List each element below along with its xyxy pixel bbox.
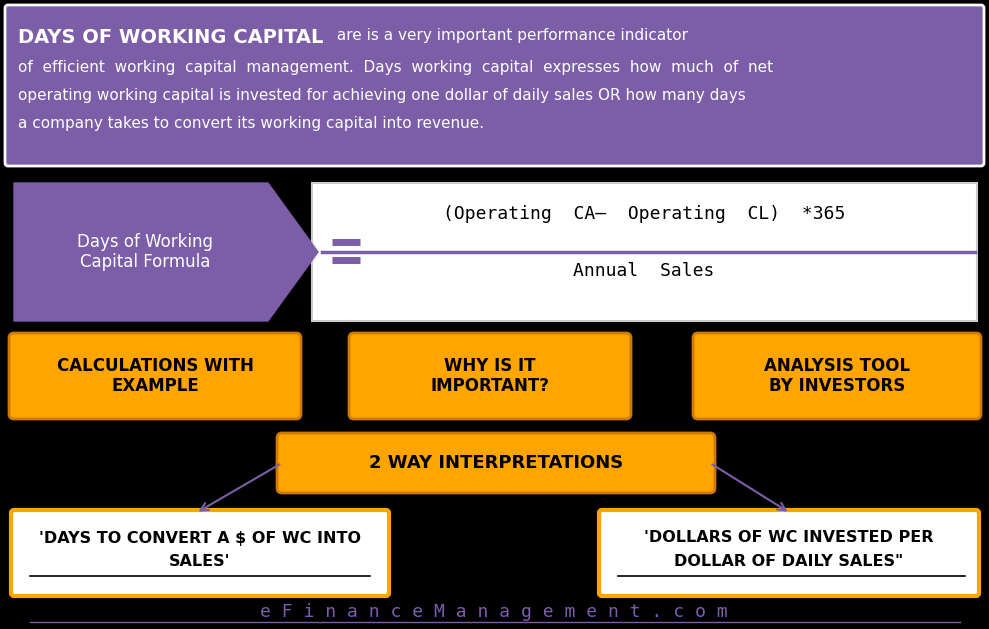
Text: Annual  Sales: Annual Sales [574, 262, 715, 280]
Text: operating working capital is invested for achieving one dollar of daily sales OR: operating working capital is invested fo… [18, 88, 746, 103]
FancyBboxPatch shape [11, 510, 389, 596]
FancyBboxPatch shape [277, 433, 715, 493]
Text: Days of Working
Capital Formula: Days of Working Capital Formula [77, 233, 213, 271]
FancyBboxPatch shape [9, 333, 301, 419]
Text: 'DOLLARS OF WC INVESTED PER: 'DOLLARS OF WC INVESTED PER [644, 530, 934, 545]
FancyBboxPatch shape [693, 333, 981, 419]
Polygon shape [14, 183, 318, 321]
Text: (Operating  CA–  Operating  CL)  *365: (Operating CA– Operating CL) *365 [443, 205, 846, 223]
Text: DOLLAR OF DAILY SALES": DOLLAR OF DAILY SALES" [674, 555, 904, 569]
Text: CALCULATIONS WITH
EXAMPLE: CALCULATIONS WITH EXAMPLE [56, 357, 253, 396]
Text: are is a very important performance indicator: are is a very important performance indi… [332, 28, 688, 43]
Text: WHY IS IT
IMPORTANT?: WHY IS IT IMPORTANT? [430, 357, 550, 396]
Text: e F i n a n c e M a n a g e m e n t . c o m: e F i n a n c e M a n a g e m e n t . c … [260, 603, 728, 621]
FancyBboxPatch shape [5, 5, 984, 166]
Text: ANALYSIS TOOL
BY INVESTORS: ANALYSIS TOOL BY INVESTORS [764, 357, 910, 396]
Text: 2 WAY INTERPRETATIONS: 2 WAY INTERPRETATIONS [369, 454, 623, 472]
Text: a company takes to convert its working capital into revenue.: a company takes to convert its working c… [18, 116, 485, 131]
Text: DAYS OF WORKING CAPITAL: DAYS OF WORKING CAPITAL [18, 28, 323, 47]
FancyBboxPatch shape [312, 183, 977, 321]
Text: 'DAYS TO CONVERT A $ OF WC INTO: 'DAYS TO CONVERT A $ OF WC INTO [39, 530, 361, 545]
Text: SALES': SALES' [169, 555, 230, 569]
FancyBboxPatch shape [349, 333, 631, 419]
Text: of  efficient  working  capital  management.  Days  working  capital  expresses : of efficient working capital management.… [18, 60, 773, 75]
FancyBboxPatch shape [599, 510, 979, 596]
